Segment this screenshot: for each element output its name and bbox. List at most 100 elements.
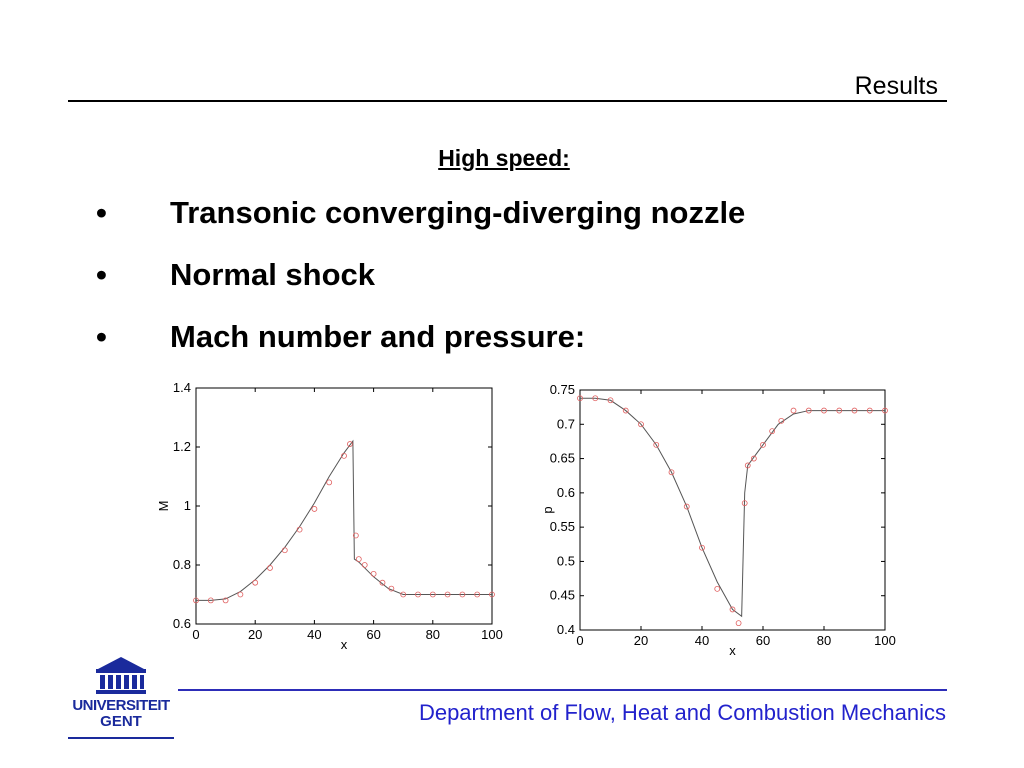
- pressure-plot: 0 20 40 60 80 100 0.4 0.45 0.5 0.55 0.6 0.65 0.7 0.75…: [540, 382, 896, 658]
- data-marker: [735, 620, 742, 627]
- y-tick-label: 0.75: [550, 382, 575, 397]
- data-marker: [790, 407, 797, 414]
- y-tick-label: 0.8: [173, 557, 191, 572]
- data-marker: [778, 417, 785, 424]
- bullet-text: Mach number and pressure:: [170, 319, 586, 354]
- y-tick-label: 0.55: [550, 519, 575, 534]
- y-tick-label: 1.2: [173, 439, 191, 454]
- data-marker: [866, 407, 873, 414]
- data-marker: [429, 591, 436, 598]
- bullet-text: Normal shock: [170, 257, 376, 292]
- logo-underline: [68, 737, 174, 739]
- logo-text-university: UNIVERSITEIT: [72, 697, 170, 714]
- data-marker: [668, 469, 675, 476]
- data-marker: [592, 395, 599, 402]
- data-marker: [577, 395, 583, 402]
- y-axis-label: M: [156, 501, 171, 512]
- data-marker: [341, 452, 347, 459]
- data-marker: [444, 591, 451, 598]
- x-tick-label: 80: [817, 633, 831, 648]
- data-marker: [370, 570, 377, 577]
- bullet-item: • Normal shock: [0, 257, 960, 297]
- data-marker: [400, 591, 407, 598]
- data-marker: [744, 462, 751, 469]
- department-name: Department of Flow, Heat and Combustion …: [418, 700, 946, 725]
- x-tick-label: 100: [874, 633, 896, 648]
- x-tick-label: 100: [481, 627, 503, 642]
- data-marker: [347, 441, 353, 447]
- x-axis-label: x: [341, 637, 348, 652]
- x-axis-label: x: [729, 643, 736, 658]
- x-tick-label: 60: [756, 633, 770, 648]
- data-marker: [638, 421, 644, 428]
- data-marker: [193, 597, 199, 604]
- data-marker: [622, 407, 629, 414]
- data-marker: [750, 455, 757, 462]
- data-marker: [361, 562, 368, 568]
- slide-section-title: Results: [854, 72, 938, 100]
- header-divider: [68, 100, 947, 102]
- data-marker: [653, 441, 660, 448]
- data-marker: [415, 591, 421, 598]
- y-tick-label: 0.5: [557, 553, 575, 568]
- plot-frame: [579, 389, 886, 631]
- data-marker: [352, 532, 359, 539]
- footer-divider: [178, 689, 947, 691]
- data-marker: [207, 597, 214, 604]
- temple-icon: [96, 657, 146, 694]
- data-marker: [836, 407, 843, 414]
- y-tick-label: 0.4: [557, 622, 575, 637]
- x-tick-label: 20: [634, 633, 648, 648]
- data-marker: [326, 479, 333, 486]
- y-tick-label: 0.65: [550, 451, 575, 466]
- data-marker: [699, 544, 705, 551]
- data-marker: [729, 606, 736, 613]
- data-marker: [714, 585, 721, 592]
- data-marker: [252, 579, 259, 586]
- bullet-text: Transonic converging-diverging nozzle: [170, 195, 746, 230]
- logo-text-gent: GENT: [100, 713, 142, 730]
- bullet-item: • Transonic converging-diverging nozzle: [0, 195, 960, 235]
- series-line: [580, 397, 885, 618]
- bullet-marker: •: [96, 257, 107, 292]
- y-tick-label: 0.6: [173, 616, 191, 631]
- data-marker: [851, 407, 858, 414]
- series-line: [196, 439, 492, 601]
- university-logo: UNIVERSITEIT GENT: [62, 655, 180, 747]
- data-marker: [459, 591, 466, 598]
- plot-frame: [195, 387, 493, 625]
- data-marker: [607, 397, 614, 404]
- y-tick-label: 0.45: [550, 588, 575, 603]
- y-tick-label: 1: [184, 498, 191, 513]
- data-marker: [296, 526, 303, 533]
- data-marker: [281, 547, 288, 554]
- mach-number-chart: 0 20 40 60 80 100 0.6 0.8 1 1.2 1.4 x M: [150, 378, 520, 663]
- data-marker: [683, 503, 690, 510]
- mach-number-plot: 0 20 40 60 80 100 0.6 0.8 1 1.2 1.4 x M: [156, 380, 503, 652]
- y-tick-label: 0.7: [557, 416, 575, 431]
- data-marker: [821, 407, 827, 414]
- x-tick-label: 0: [576, 633, 583, 648]
- y-tick-label: 1.4: [173, 380, 191, 395]
- data-marker: [222, 597, 229, 604]
- x-tick-label: 40: [695, 633, 709, 648]
- data-marker: [379, 579, 386, 586]
- slide-subtitle: High speed:: [438, 145, 570, 171]
- data-marker: [489, 591, 495, 598]
- data-marker: [311, 506, 318, 512]
- data-marker: [805, 407, 812, 414]
- data-marker: [355, 556, 362, 563]
- data-marker: [267, 565, 273, 571]
- data-marker: [474, 591, 481, 598]
- data-marker: [237, 591, 244, 598]
- bullet-marker: •: [96, 319, 107, 354]
- data-marker: [388, 585, 395, 592]
- bullet-marker: •: [96, 195, 107, 230]
- y-axis-label: p: [540, 506, 555, 513]
- data-marker: [760, 441, 766, 448]
- pressure-chart: 0 20 40 60 80 100 0.4 0.45 0.5 0.55 0.6 0.65 0.7 0.75…: [530, 378, 910, 665]
- data-marker: [741, 500, 748, 507]
- x-tick-label: 20: [248, 627, 262, 642]
- x-tick-label: 60: [366, 627, 380, 642]
- bullet-item: • Mach number and pressure:: [0, 319, 960, 359]
